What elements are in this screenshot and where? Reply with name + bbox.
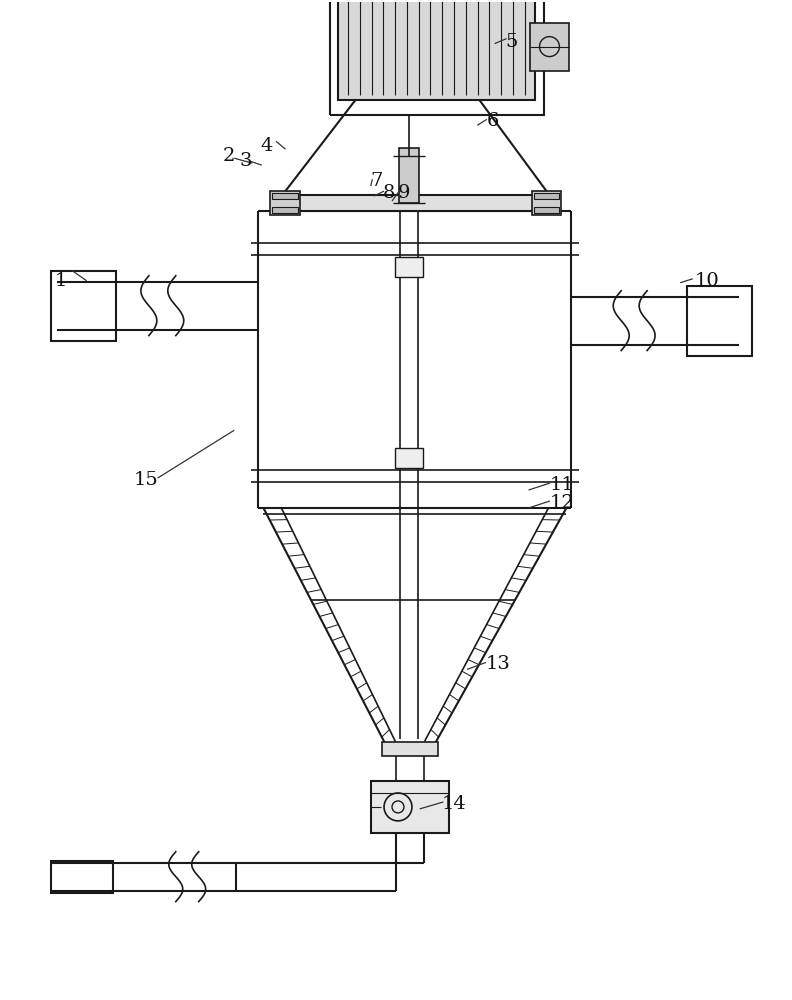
Text: 5: 5 bbox=[505, 33, 517, 51]
Text: 15: 15 bbox=[134, 471, 158, 489]
Text: 4: 4 bbox=[261, 137, 272, 155]
Bar bbox=[399, 148, 419, 203]
Bar bbox=[382, 742, 438, 756]
Bar bbox=[272, 193, 299, 199]
Text: 8: 8 bbox=[383, 184, 395, 202]
Bar bbox=[371, 781, 449, 833]
Text: 1: 1 bbox=[55, 272, 67, 290]
Text: 12: 12 bbox=[550, 494, 575, 512]
Bar bbox=[51, 271, 116, 341]
Text: 9: 9 bbox=[398, 184, 410, 202]
Bar bbox=[534, 193, 559, 199]
Bar bbox=[338, 0, 535, 100]
Bar bbox=[270, 191, 300, 215]
Text: 13: 13 bbox=[486, 655, 511, 673]
Bar bbox=[534, 207, 559, 213]
Bar bbox=[530, 23, 569, 71]
Text: 11: 11 bbox=[550, 476, 575, 494]
Text: 14: 14 bbox=[442, 795, 466, 813]
Text: 6: 6 bbox=[487, 112, 499, 130]
Bar bbox=[330, 0, 544, 115]
Text: 2: 2 bbox=[223, 147, 234, 165]
Bar bbox=[395, 257, 423, 277]
Bar bbox=[687, 286, 752, 356]
Text: 7: 7 bbox=[371, 172, 383, 190]
Bar bbox=[272, 207, 299, 213]
Text: 3: 3 bbox=[240, 152, 252, 170]
Bar bbox=[395, 448, 423, 468]
Bar bbox=[51, 861, 113, 893]
Bar bbox=[531, 191, 562, 215]
Text: 10: 10 bbox=[695, 272, 719, 290]
Bar bbox=[285, 195, 550, 211]
